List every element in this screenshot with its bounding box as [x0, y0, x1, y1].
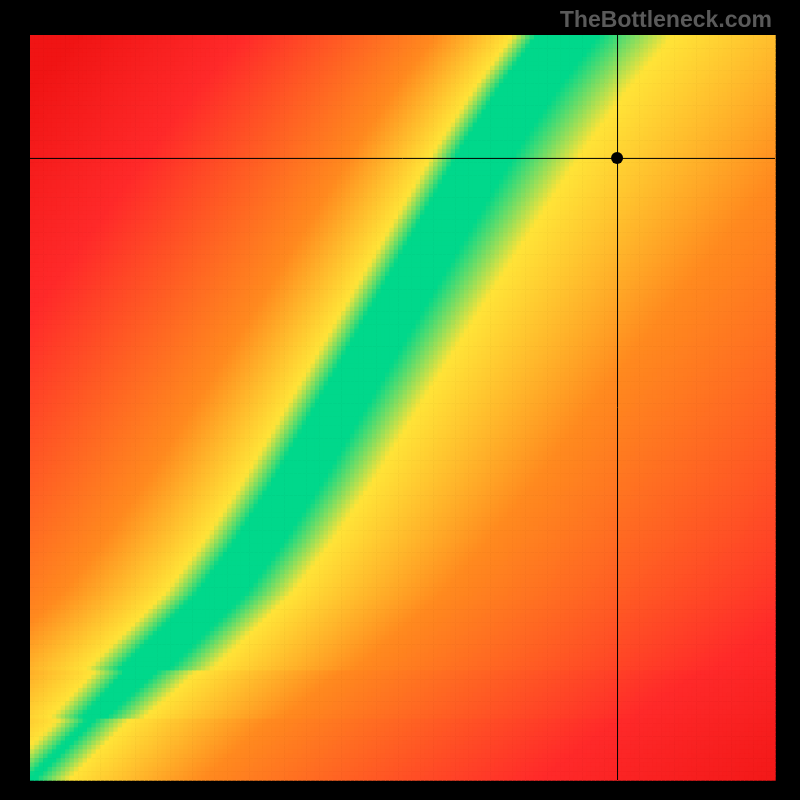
chart-container: TheBottleneck.com [0, 0, 800, 800]
watermark-text: TheBottleneck.com [560, 6, 772, 33]
bottleneck-heatmap [0, 0, 800, 800]
